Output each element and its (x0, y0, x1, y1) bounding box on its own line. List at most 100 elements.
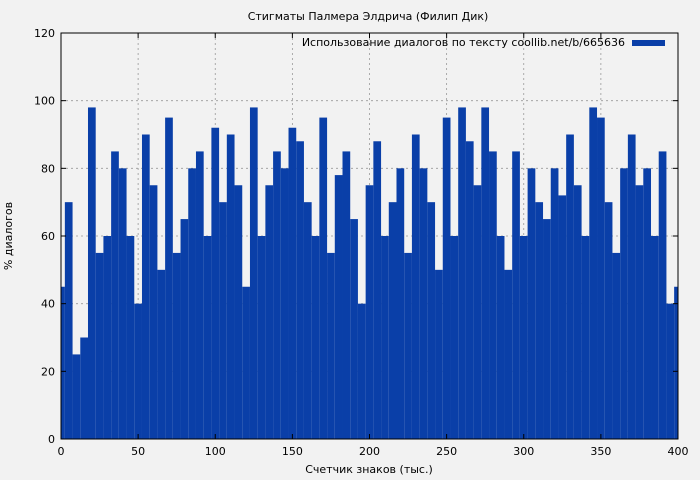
data-bar (211, 127, 220, 439)
data-bar (388, 202, 397, 439)
y-tick-label: 20 (41, 365, 55, 378)
legend-swatch (632, 40, 665, 46)
data-bar (496, 236, 505, 439)
data-bar (195, 151, 204, 439)
data-bar (188, 168, 196, 440)
data-bar (134, 303, 142, 439)
data-bar (620, 168, 628, 440)
data-bar (674, 286, 678, 439)
data-bar (612, 252, 621, 439)
data-bar (149, 185, 158, 439)
data-bar (226, 134, 235, 439)
x-tick-label: 50 (131, 445, 145, 458)
data-bar (80, 337, 88, 439)
data-bar (666, 303, 675, 439)
data-bar (249, 107, 258, 439)
data-bar (180, 219, 189, 439)
y-tick-label: 0 (48, 433, 55, 446)
data-bar (558, 195, 567, 439)
data-bar (381, 236, 389, 439)
data-bar (273, 151, 281, 439)
data-bar (203, 236, 212, 439)
data-bar (303, 202, 312, 439)
data-bar (550, 168, 559, 440)
x-tick-label: 300 (513, 445, 534, 458)
y-tick-label: 60 (41, 230, 55, 243)
y-axis-label: % диалогов (2, 202, 15, 270)
data-bar (411, 134, 420, 439)
data-bar (95, 252, 104, 439)
data-bar (319, 117, 328, 439)
x-tick-label: 100 (205, 445, 226, 458)
data-bar (404, 252, 412, 439)
data-bar (419, 168, 428, 440)
x-ticks: 0 50 100 150 200 250 300 350 400 (58, 33, 689, 458)
data-bar (651, 236, 659, 439)
data-bar (126, 236, 135, 439)
x-tick-label: 350 (590, 445, 611, 458)
data-bar (111, 151, 119, 439)
data-bar (535, 202, 544, 439)
data-bar (280, 168, 289, 440)
data-bar (342, 151, 351, 439)
data-bar (242, 286, 250, 439)
data-bar (489, 151, 497, 439)
data-bar (61, 286, 65, 439)
legend: Использование диалогов по тексту coollib… (302, 36, 665, 49)
data-bar (288, 127, 297, 439)
data-bar (465, 141, 474, 439)
data-bar (118, 168, 127, 440)
data-bar (265, 185, 274, 439)
data-bar (566, 134, 574, 439)
data-bar (527, 168, 536, 440)
data-bar (157, 269, 166, 439)
data-bar (350, 219, 358, 439)
data-bar (473, 185, 482, 439)
data-bar (658, 151, 667, 439)
data-bar (543, 219, 551, 439)
data-bar (141, 134, 150, 439)
data-bar (519, 236, 528, 439)
data-bar (643, 168, 652, 440)
data-bar (597, 117, 605, 439)
x-tick-label: 200 (359, 445, 380, 458)
data-bar (450, 236, 459, 439)
data-bar (257, 236, 266, 439)
data-bar (627, 134, 636, 439)
data-bar (172, 252, 181, 439)
x-tick-label: 250 (436, 445, 457, 458)
legend-label: Использование диалогов по тексту coollib… (302, 36, 625, 49)
data-bar (72, 354, 81, 439)
data-bar (87, 107, 96, 439)
data-bar (573, 185, 582, 439)
data-bar (435, 269, 443, 439)
data-bar (427, 202, 436, 439)
y-tick-label: 100 (34, 95, 55, 108)
data-bar (234, 185, 243, 439)
data-bar (512, 151, 520, 439)
data-bar (365, 185, 374, 439)
data-bar (589, 107, 598, 439)
x-tick-label: 150 (282, 445, 303, 458)
data-bar (581, 236, 590, 439)
data-bar (604, 202, 613, 439)
x-axis-label: Счетчик знаков (тыс.) (305, 463, 433, 476)
y-tick-label: 80 (41, 162, 55, 175)
data-bar (219, 202, 227, 439)
data-bar (64, 202, 73, 439)
data-bar (327, 252, 335, 439)
data-bar (357, 303, 366, 439)
x-tick-label: 0 (58, 445, 65, 458)
y-ticks: 0 20 40 60 80 100 120 (34, 27, 678, 446)
data-bar (311, 236, 320, 439)
data-bar (165, 117, 173, 439)
bars (61, 107, 678, 440)
data-bar (504, 269, 513, 439)
chart-title: Стигматы Палмера Элдрича (Филип Дик) (248, 10, 489, 23)
y-tick-label: 40 (41, 298, 55, 311)
data-bar (334, 175, 343, 439)
data-bar (635, 185, 644, 439)
data-bar (458, 107, 466, 439)
data-bar (396, 168, 405, 440)
